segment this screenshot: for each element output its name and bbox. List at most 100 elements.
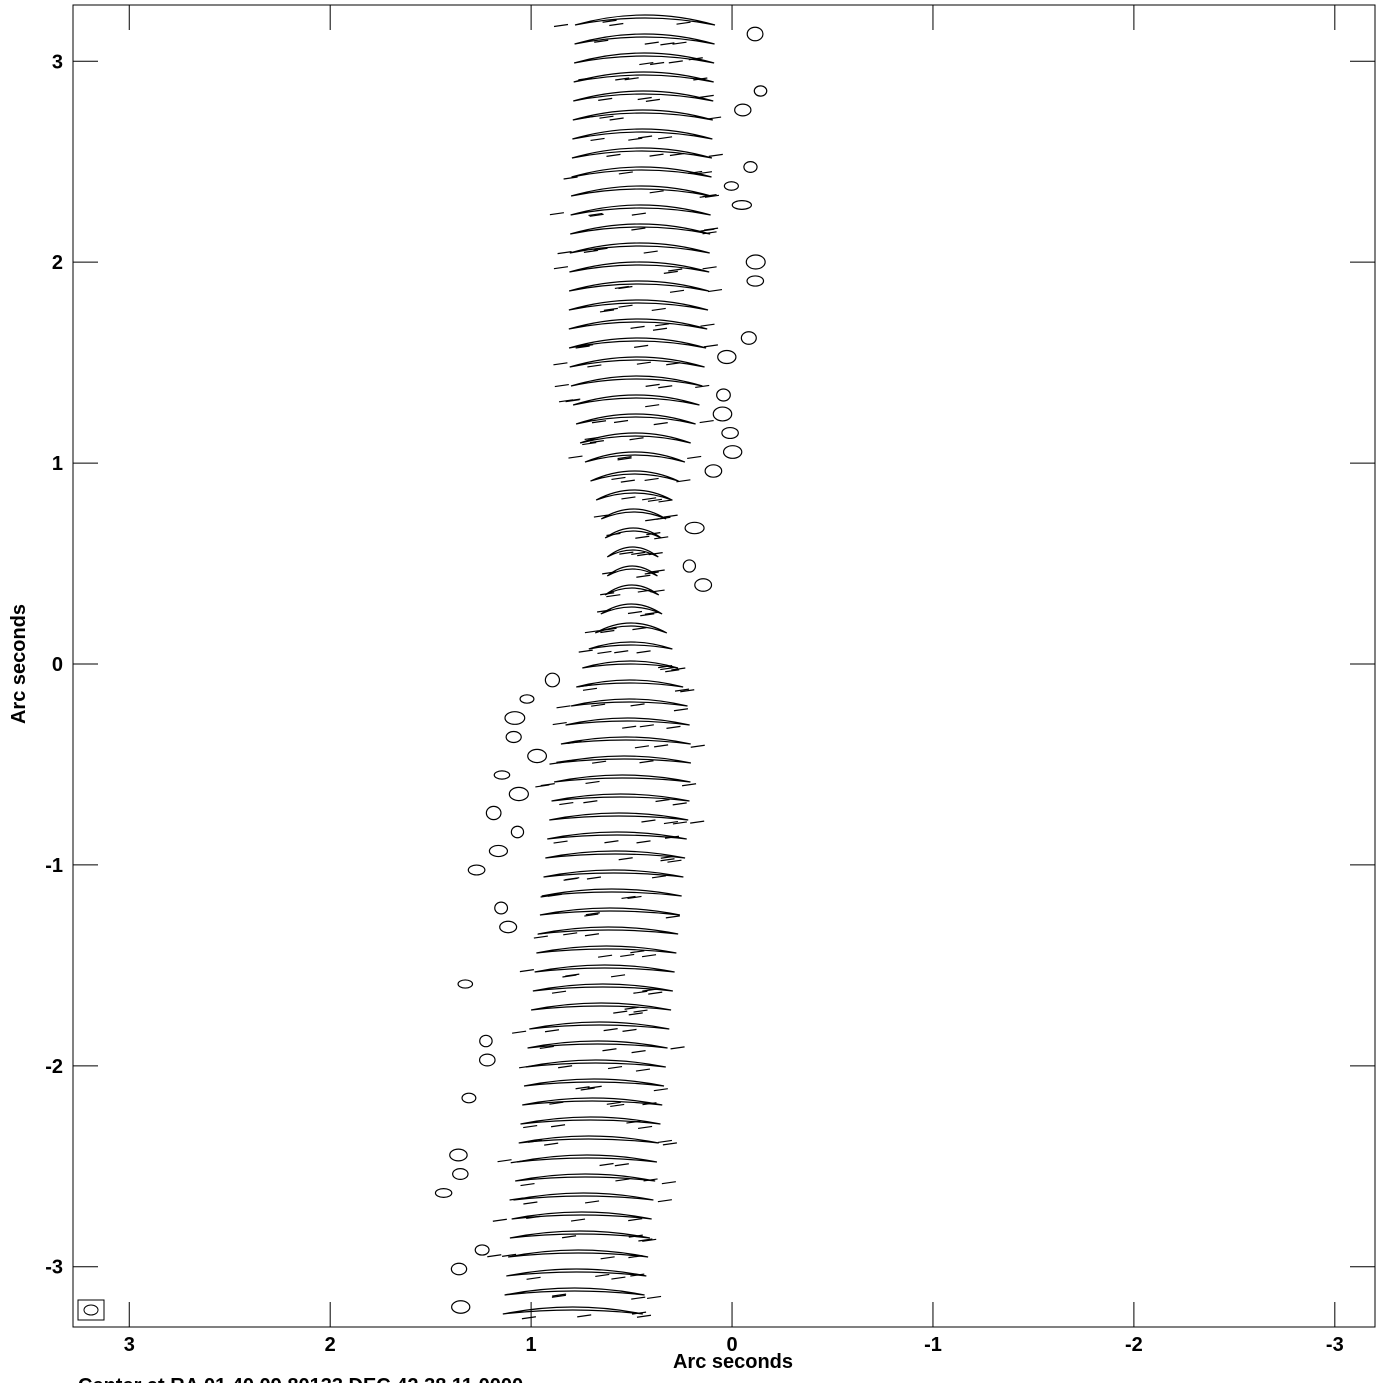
contour [629,437,644,441]
contour [626,1120,641,1124]
contour [642,1102,657,1106]
contour [672,802,687,806]
contour [590,137,605,142]
contour [570,1218,586,1222]
contour [520,1182,535,1187]
contour [707,288,723,293]
contour [570,698,688,707]
contour [642,988,657,992]
contour [673,708,689,712]
contour [583,249,598,253]
contour [506,1268,647,1277]
contour [700,228,715,232]
contour [586,876,602,880]
contour [607,1065,623,1070]
contour [577,1314,592,1318]
contour [753,85,768,97]
contour [549,212,564,216]
contour [609,22,624,27]
contour [578,684,593,688]
contour [702,193,717,198]
contour [639,724,654,728]
contour [688,170,703,175]
contour [604,584,660,596]
contour [668,268,683,272]
contour [544,1142,559,1146]
contour [591,703,606,707]
contour [637,553,652,557]
contour [630,703,645,707]
contour [662,1142,677,1146]
contour [636,650,651,654]
contour [631,1050,646,1054]
contour [571,166,712,178]
contour [539,907,681,916]
contour [609,117,624,121]
contour [574,33,715,45]
contour [721,426,739,440]
contour [527,1040,668,1049]
contour [666,725,681,729]
contour [587,364,602,368]
contour [570,375,703,387]
contour [642,1238,657,1242]
y-tick-label: -2 [45,1056,63,1078]
contour [637,96,652,101]
contour [684,521,705,535]
contour [552,721,567,726]
contour [636,1314,652,1318]
contour [618,304,633,308]
x-tick-label: -2 [1125,1334,1143,1356]
contour [556,705,571,709]
contour [457,979,474,989]
contour [559,801,574,806]
contour [650,569,665,573]
contour [644,477,659,482]
contour [505,730,522,744]
contour [594,622,668,634]
contour [636,574,651,578]
y-tick-label: 1 [52,453,63,475]
contour [632,627,647,631]
contour [566,398,581,402]
contour [582,660,679,669]
contour [624,1006,639,1010]
contour [527,748,548,764]
contour [497,1159,512,1163]
contour [467,864,486,876]
contour [646,532,661,536]
x-tick-label: 2 [325,1334,336,1356]
contour [633,990,648,994]
contour [618,857,633,861]
contour [671,667,686,671]
contour [635,1068,651,1072]
contour [627,610,643,615]
contour [572,109,713,121]
contour [544,672,561,688]
y-tick-label: 0 [52,654,63,676]
contour [519,969,534,973]
contour [664,835,680,839]
contour [638,1125,653,1130]
contour [606,546,659,558]
contour [563,932,578,936]
contour [571,147,713,159]
contour [538,926,679,935]
contour [702,266,717,270]
contour [589,213,604,217]
contour [518,1065,534,1069]
contour [541,888,682,897]
contour [434,1188,453,1198]
contour [565,877,580,881]
contour [641,954,657,958]
contour [693,77,708,81]
contour [525,1059,666,1068]
contour [535,784,550,788]
contour [478,1053,496,1067]
contour [511,1211,652,1220]
contour [579,432,691,444]
contour [622,725,637,729]
contour [561,1235,577,1239]
contour [643,1178,658,1182]
contour [595,489,673,501]
